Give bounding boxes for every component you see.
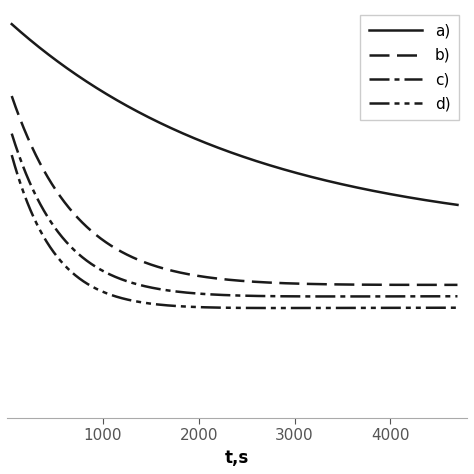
Line: b): b) [12, 96, 457, 285]
c) [455, 293, 460, 299]
b) [189, 272, 195, 278]
b) [434, 282, 439, 288]
a) [189, 135, 195, 140]
d) [365, 305, 371, 311]
a) [455, 202, 460, 208]
a) [365, 187, 370, 192]
d) [315, 305, 321, 311]
b) [9, 93, 15, 99]
a) [356, 185, 362, 191]
d) [55, 254, 60, 260]
b) [55, 189, 60, 195]
b) [365, 282, 370, 288]
c) [189, 290, 195, 296]
c) [9, 131, 15, 137]
d) [455, 305, 460, 310]
X-axis label: t,s: t,s [225, 449, 249, 467]
Line: d): d) [12, 155, 457, 308]
c) [365, 293, 371, 299]
d) [205, 305, 211, 310]
c) [315, 293, 320, 299]
c) [205, 292, 211, 297]
b) [315, 281, 320, 287]
c) [357, 293, 363, 299]
b) [356, 282, 362, 288]
Line: a): a) [12, 24, 457, 205]
Legend: a), b), c), d): a), b), c), d) [360, 15, 459, 120]
c) [55, 228, 60, 234]
a) [55, 58, 60, 64]
c) [334, 293, 340, 299]
d) [189, 304, 195, 310]
a) [205, 141, 211, 146]
b) [205, 274, 211, 280]
d) [9, 152, 15, 158]
Line: c): c) [12, 134, 457, 296]
a) [9, 21, 15, 27]
d) [357, 305, 363, 311]
a) [315, 176, 320, 182]
d) [277, 305, 283, 311]
b) [455, 282, 460, 288]
